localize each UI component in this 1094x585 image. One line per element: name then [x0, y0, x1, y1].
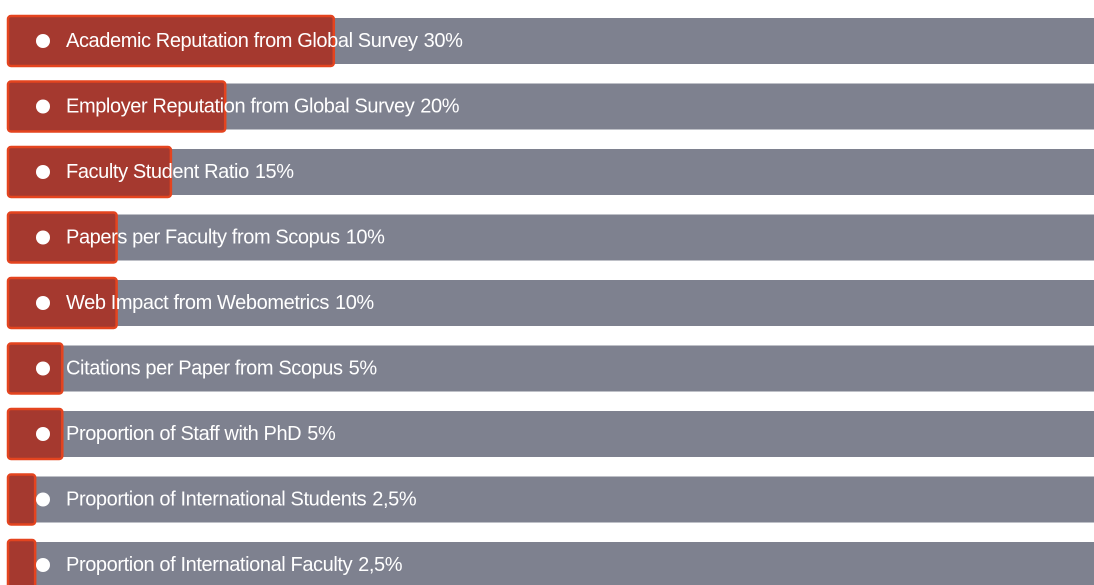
icon	[36, 558, 50, 572]
value-label: 2,5%	[358, 554, 403, 576]
bar	[6, 80, 227, 133]
bar	[6, 342, 64, 395]
icon	[36, 296, 50, 310]
icon	[36, 165, 50, 179]
bar	[6, 211, 118, 264]
bar-label: Papers per Faculty from Scopus 10%	[66, 227, 385, 249]
bar-label: Employer Reputation from Global Survey 20…	[66, 96, 460, 118]
value-label: 5%	[349, 358, 378, 380]
bar	[6, 276, 118, 330]
icon	[36, 492, 50, 507]
category-label: Proportion of International Students	[66, 489, 367, 511]
bar-label: Web Impact from Webometrics 10%	[66, 292, 374, 314]
bar-track	[8, 345, 1094, 392]
category-label: Employer Reputation from Global Survey	[66, 96, 415, 118]
icon	[36, 427, 50, 441]
bar	[6, 145, 173, 199]
bar-track	[8, 149, 1094, 195]
bar-track	[8, 411, 1094, 457]
category-label: Citations per Paper from Scopus	[66, 358, 343, 380]
bar-label: Proportion of International Students 2,5%	[66, 489, 417, 511]
icon	[36, 99, 50, 114]
value-label: 30%	[424, 30, 463, 52]
category-label: Papers per Faculty from Scopus	[66, 227, 340, 249]
bar-track	[8, 476, 1094, 523]
bar-track	[8, 214, 1094, 261]
bar-label: Faculty Student Ratio 15%	[66, 161, 294, 183]
bar-label: Proportion of International Faculty 2,5%	[66, 554, 403, 576]
category-label: Academic Reputation from Global Survey	[66, 30, 418, 52]
bar-track	[8, 280, 1094, 326]
category-label: Faculty Student Ratio	[66, 161, 249, 183]
value-label: 20%	[420, 96, 459, 118]
category-label: Proportion of Staff with PhD	[66, 423, 301, 445]
value-label: 15%	[255, 161, 294, 183]
value-label: 5%	[307, 423, 336, 445]
icon	[36, 34, 50, 48]
bar-label: Proportion of Staff with PhD 5%	[66, 423, 336, 445]
category-label: Web Impact from Webometrics	[66, 292, 329, 314]
bar	[6, 407, 64, 461]
bar-track	[8, 542, 1094, 585]
icon	[36, 361, 50, 376]
value-label: 10%	[346, 227, 385, 249]
value-label: 2,5%	[372, 489, 417, 511]
bar	[6, 14, 336, 68]
icon	[36, 230, 50, 245]
bar	[6, 473, 37, 526]
bar	[6, 538, 37, 585]
bar-label: Citations per Paper from Scopus 5%	[66, 358, 377, 380]
bar-label: Academic Reputation from Global Survey 30…	[66, 30, 463, 52]
category-label: Proportion of International Faculty	[66, 554, 353, 576]
value-label: 10%	[335, 292, 374, 314]
